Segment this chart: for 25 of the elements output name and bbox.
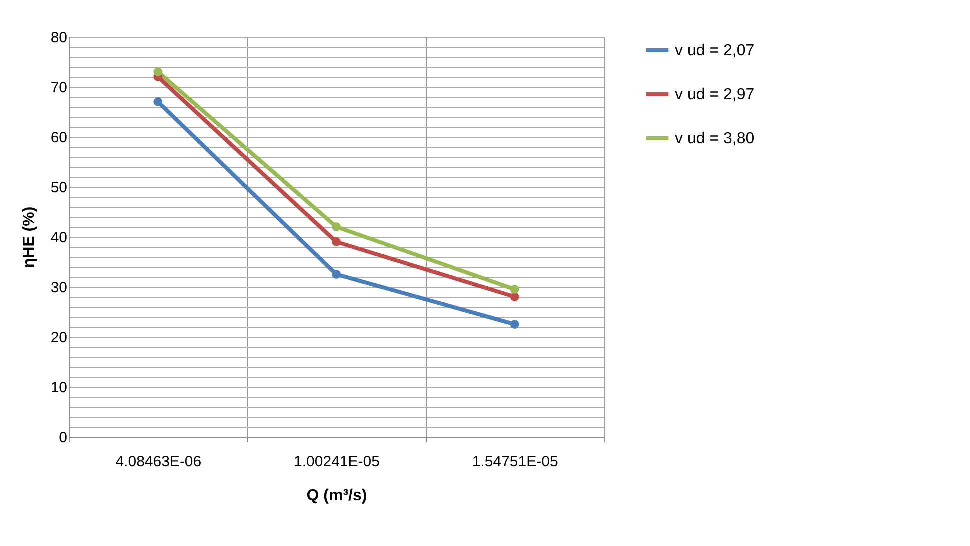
point bbox=[332, 238, 341, 246]
y-axis-title: ηHE (%) bbox=[20, 206, 38, 268]
point bbox=[510, 285, 520, 294]
x-tick-label: 1.54751E-05 bbox=[472, 454, 558, 470]
point bbox=[154, 68, 163, 76]
y-tick-label: 10 bbox=[50, 380, 68, 396]
legend-label: v ud = 2,07 bbox=[675, 42, 755, 60]
x-tick-label: 4.08463E-06 bbox=[116, 454, 202, 470]
y-tick-label: 50 bbox=[50, 180, 68, 196]
legend-label: v ud = 2,97 bbox=[675, 86, 755, 104]
point bbox=[154, 98, 163, 106]
y-tick-label: 0 bbox=[59, 430, 68, 446]
y-tick-label: 70 bbox=[50, 80, 68, 96]
point bbox=[510, 320, 520, 329]
x-axis-title: Q (m³/s) bbox=[306, 488, 368, 504]
y-tick-label: 60 bbox=[50, 130, 68, 146]
point bbox=[510, 292, 520, 302]
point bbox=[332, 270, 341, 279]
y-tick-label: 30 bbox=[50, 280, 68, 296]
y-tick-label: 80 bbox=[50, 30, 68, 46]
point bbox=[332, 222, 341, 232]
x-tick-label: 1.00241E-05 bbox=[294, 454, 380, 470]
y-tick-label: 20 bbox=[50, 330, 68, 346]
legend-label: v ud = 3,80 bbox=[675, 130, 755, 148]
y-tick-label: 40 bbox=[50, 230, 68, 246]
